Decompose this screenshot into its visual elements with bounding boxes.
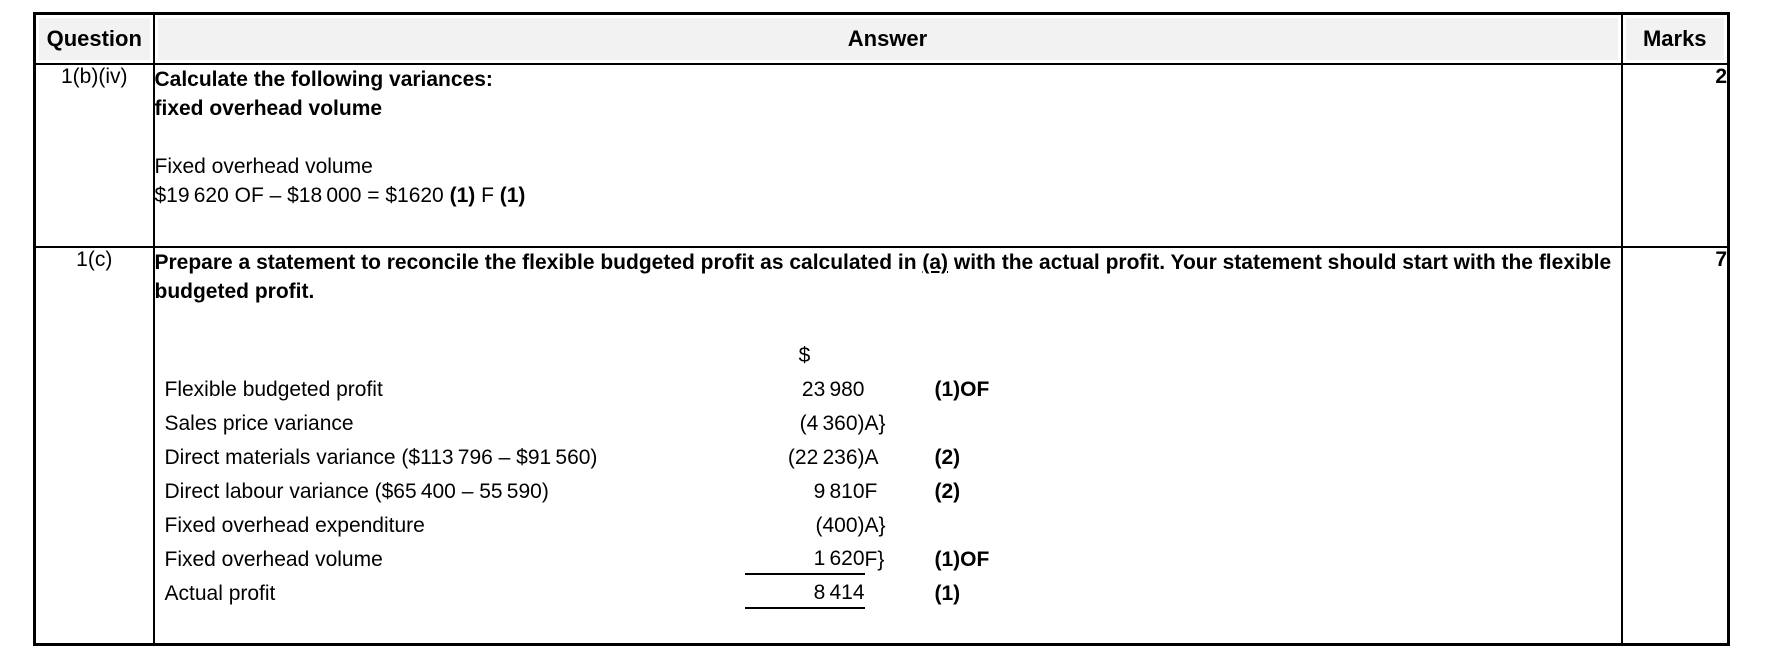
statement-label: Fixed overhead volume [164,548,383,571]
mark-scheme-table: Question Answer Marks 1(b)(iv) Calculate… [33,12,1730,646]
statement-mark: (2) [934,480,961,503]
statement-label: Flexible budgeted profit [164,378,383,401]
table-row-1biv: 1(b)(iv) Calculate the following varianc… [33,63,1730,248]
prompt-segment-underlined: (a) [922,251,949,274]
header-row: Question Answer Marks [33,12,1730,65]
statement-label: Sales price variance [164,412,354,435]
header-question-label: Question [39,18,150,60]
statement-currency-row: $ [165,336,1065,370]
statement-mark [935,506,1065,540]
marks-value: 2 [1620,63,1730,248]
mark-annotation: (1) [449,184,476,207]
working-line: $19 620 OF – $18 000 = $1620 (1) F (1) [155,181,1621,210]
statement-label: Fixed overhead expenditure [164,514,425,537]
table-row-1c: 1(c) Prepare a statement to reconcile th… [33,246,1730,645]
working-label: Fixed overhead volume [154,155,373,178]
header-answer-cell: Answer [152,12,1623,65]
prompt-segment: Prepare a statement to reconcile the fle… [154,251,923,274]
statement-label [165,336,745,370]
statement-line: Fixed overhead volume 1 620 F} (1)OF [164,540,1065,575]
currency-header: $ [798,344,811,367]
blank-line [155,123,1621,152]
working-segment: $19 620 OF – $18 000 = $1620 [154,184,450,207]
header-answer-label: Answer [157,18,1618,60]
statement-mark: (2) [934,446,961,469]
header-marks-label: Marks [1625,18,1724,60]
statement-body: Flexible budgeted profit 23 980 (1)OF Sales… [164,370,1065,609]
statement-letter [865,336,935,370]
statement-amount: (22 236) [787,446,865,469]
statement-line: Sales price variance (4 360) A} [165,404,1065,438]
statement-letter: F} [864,548,885,571]
statement-amount: 23 980 [801,378,865,401]
statement-letter [865,370,935,404]
statement-label: Direct labour variance ($65 400 – 55 590… [164,480,549,503]
statement-mark [935,336,1065,370]
marks-value: 7 [1620,246,1730,645]
statement-mark: (1)OF [934,378,990,401]
statement-mark: (1) [934,582,961,605]
question-number: 1(b)(iv) [33,63,155,248]
statement-line: Fixed overhead expenditure (400) A} [165,506,1065,540]
statement-letter: F [864,480,878,503]
statement-letter [865,574,935,608]
statement-line: Direct materials variance ($113 796 – $9… [165,438,1065,472]
prompt-segment: with the actual profit. Your statement s… [154,251,1612,303]
question-number: 1(c) [33,246,155,645]
statement-amount: 9 810 [813,480,865,503]
statement-label: Direct materials variance ($113 796 – $9… [164,446,598,469]
header-question-cell: Question [33,12,155,65]
prompt-line: fixed overhead volume [154,97,383,120]
mark-annotation: (1) [499,184,526,207]
working-segment: F [475,184,500,207]
prompt-line: Calculate the following variances: [154,68,493,91]
statement-letter: A} [864,514,886,537]
statement-label: Actual profit [164,582,276,605]
statement-line: Direct labour variance ($65 400 – 55 590… [165,472,1065,506]
statement-mark [935,404,1065,438]
statement-mark: (1)OF [934,548,990,571]
header-marks-cell: Marks [1620,12,1730,65]
answer-cell-1c: Prepare a statement to reconcile the fle… [152,246,1623,645]
statement-table: $ Flexible budgeted profit 23 980 (1)OF Sal… [165,336,1065,609]
statement-amount: 1 620 [744,540,865,575]
prompt-paragraph: Prepare a statement to reconcile the fle… [155,248,1621,306]
statement-letter: A [864,446,879,469]
statement-line: Actual profit 8 414 (1) [164,574,1065,609]
statement-amount: 8 414 [744,574,865,609]
statement-amount: (400) [815,514,865,537]
statement-letter: A} [864,412,886,435]
statement-amount: (4 360) [799,412,865,435]
statement-line: Flexible budgeted profit 23 980 (1)OF [165,370,1065,404]
answer-cell-1biv: Calculate the following variances: fixed… [152,63,1623,248]
